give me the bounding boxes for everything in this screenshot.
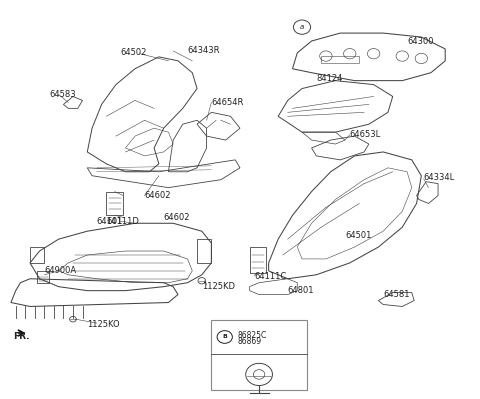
Text: 86825C: 86825C xyxy=(238,330,267,340)
Text: 64101: 64101 xyxy=(97,217,123,226)
Text: 84124: 84124 xyxy=(316,74,343,83)
Text: 64111C: 64111C xyxy=(254,272,287,281)
Bar xyxy=(107,192,123,215)
Text: 1125KO: 1125KO xyxy=(87,320,120,329)
Bar xyxy=(250,247,266,273)
Bar xyxy=(321,57,360,63)
Text: 64654R: 64654R xyxy=(211,98,244,107)
Text: 86869: 86869 xyxy=(238,337,262,346)
Text: 64602: 64602 xyxy=(164,213,190,222)
Text: 64583: 64583 xyxy=(49,90,76,99)
Text: FR.: FR. xyxy=(13,332,30,341)
Text: 64653L: 64653L xyxy=(350,130,381,138)
Text: 64334L: 64334L xyxy=(424,173,455,182)
Text: 1125KD: 1125KD xyxy=(202,282,235,291)
Text: 64501: 64501 xyxy=(345,231,372,240)
Text: a: a xyxy=(300,24,304,30)
Text: 64300: 64300 xyxy=(407,37,433,45)
Bar xyxy=(37,271,49,283)
Text: B: B xyxy=(222,334,227,340)
Text: 64502: 64502 xyxy=(120,48,147,57)
Text: 64801: 64801 xyxy=(288,286,314,295)
Text: 64581: 64581 xyxy=(383,290,409,299)
Bar xyxy=(211,320,307,390)
Text: 64602: 64602 xyxy=(144,191,171,200)
Text: 64343R: 64343R xyxy=(188,46,220,55)
Text: 64900A: 64900A xyxy=(44,266,76,275)
Text: 64111D: 64111D xyxy=(107,217,139,226)
